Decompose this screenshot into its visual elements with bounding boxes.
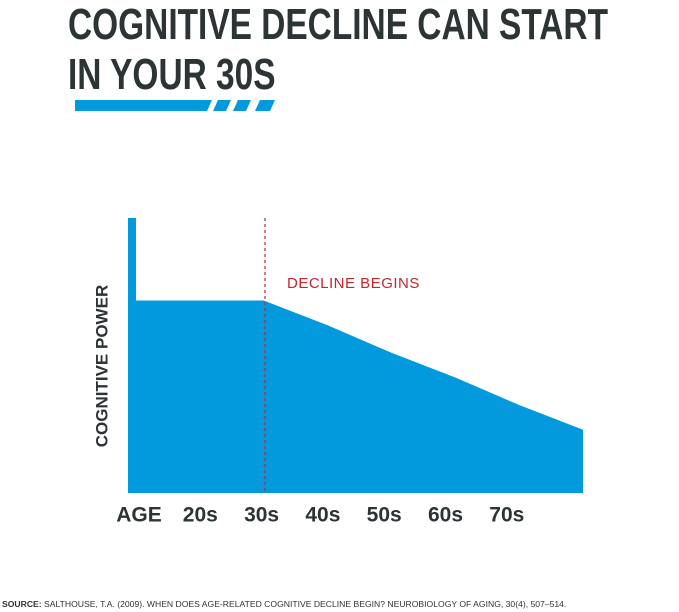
title-stripe <box>213 100 231 111</box>
title-stripe <box>255 100 275 111</box>
source: SOURCE: SALTHOUSE, T.A. (2009). WHEN DOE… <box>2 599 566 609</box>
source-label: SOURCE: <box>2 599 42 609</box>
title-stripe <box>75 100 212 111</box>
y-axis-label: COGNITIVE POWER <box>92 285 111 447</box>
x-tick-label: 40s <box>305 504 340 527</box>
source-text: SALTHOUSE, T.A. (2009). WHEN DOES AGE-RE… <box>44 599 567 609</box>
x-tick-label: AGE <box>116 504 162 527</box>
x-tick-label: 20s <box>183 504 218 527</box>
chart-title: COGNITIVE DECLINE CAN START IN YOUR 30S <box>68 0 609 99</box>
annotation: DECLINE BEGINS <box>287 275 420 292</box>
y-axis <box>128 218 136 493</box>
x-tick-label: 50s <box>367 504 402 527</box>
x-tick-label: 70s <box>489 504 524 527</box>
title-stripe <box>233 100 251 111</box>
x-tick-label: 60s <box>428 504 463 527</box>
area <box>136 300 583 493</box>
x-tick-label: 30s <box>244 504 279 527</box>
